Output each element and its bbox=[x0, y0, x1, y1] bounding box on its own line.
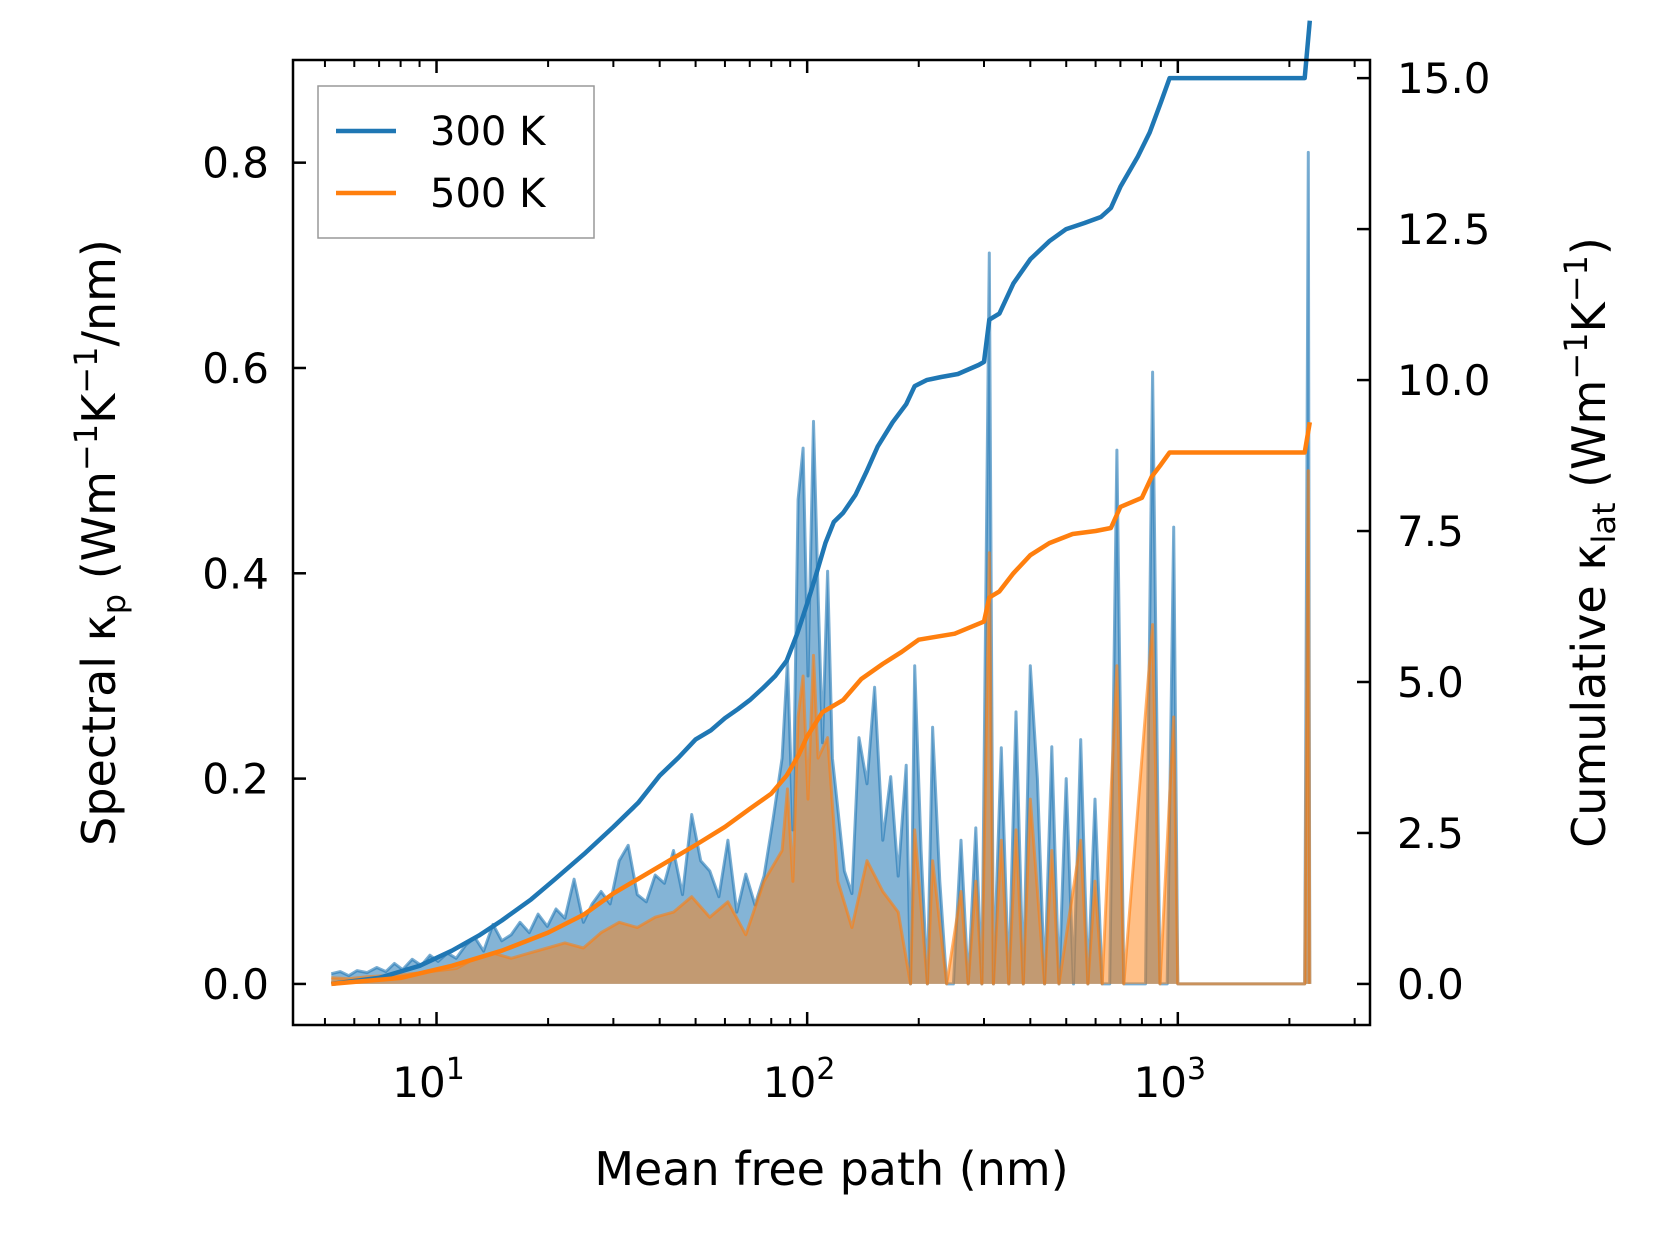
spectral-line-500k bbox=[331, 469, 1312, 986]
y-left-tick-label: 0.8 bbox=[202, 139, 269, 188]
spectral-fills bbox=[330, 150, 1312, 986]
legend-box bbox=[317, 85, 595, 239]
y-left-tick-label: 0.2 bbox=[202, 755, 269, 804]
x-tick-label: 102 bbox=[763, 1052, 836, 1107]
plot-frame bbox=[291, 58, 1372, 1027]
series-lines bbox=[331, 20, 1313, 987]
y-right-tick-label: 5.0 bbox=[1397, 658, 1464, 707]
x-tick-label: 103 bbox=[1134, 1052, 1207, 1107]
x-axis-label: Mean free path (nm) bbox=[594, 1142, 1068, 1196]
y-left-axis-label: Spectral κp (Wm−1K−1/nm) bbox=[67, 239, 133, 846]
legend-label: 300 K bbox=[430, 109, 547, 155]
y-right-tick-label: 7.5 bbox=[1397, 507, 1464, 556]
legend-label: 500 K bbox=[430, 171, 547, 217]
axes: 101 102 103 0.0 0.2 0.4 0.6 0.8 0.0 2.5 5.0 7.5 10.0… bbox=[202, 54, 1490, 1107]
cumulative-line-300k bbox=[331, 20, 1313, 987]
y-right-tick-label: 10.0 bbox=[1397, 356, 1491, 405]
y-right-tick-label: 2.5 bbox=[1397, 809, 1464, 858]
axis-labels: Mean free path (nm) Spectral κp (Wm−1K−1/… bbox=[67, 237, 1623, 1196]
y-left-tick-label: 0.0 bbox=[202, 960, 269, 1009]
y-right-tick-label: 12.5 bbox=[1397, 205, 1491, 254]
x-tick-label: 101 bbox=[392, 1052, 465, 1107]
cumulative-line-500k bbox=[331, 421, 1313, 987]
legend: 300 K 500 K bbox=[317, 85, 595, 239]
y-left-tick-label: 0.6 bbox=[202, 344, 269, 393]
y-right-tick-label: 15.0 bbox=[1397, 54, 1491, 103]
y-left-tick-label: 0.4 bbox=[202, 549, 269, 598]
y-right-axis-label: Cumulative κlat (Wm−1K−1) bbox=[1557, 237, 1623, 848]
y-right-tick-label: 0.0 bbox=[1397, 960, 1464, 1009]
